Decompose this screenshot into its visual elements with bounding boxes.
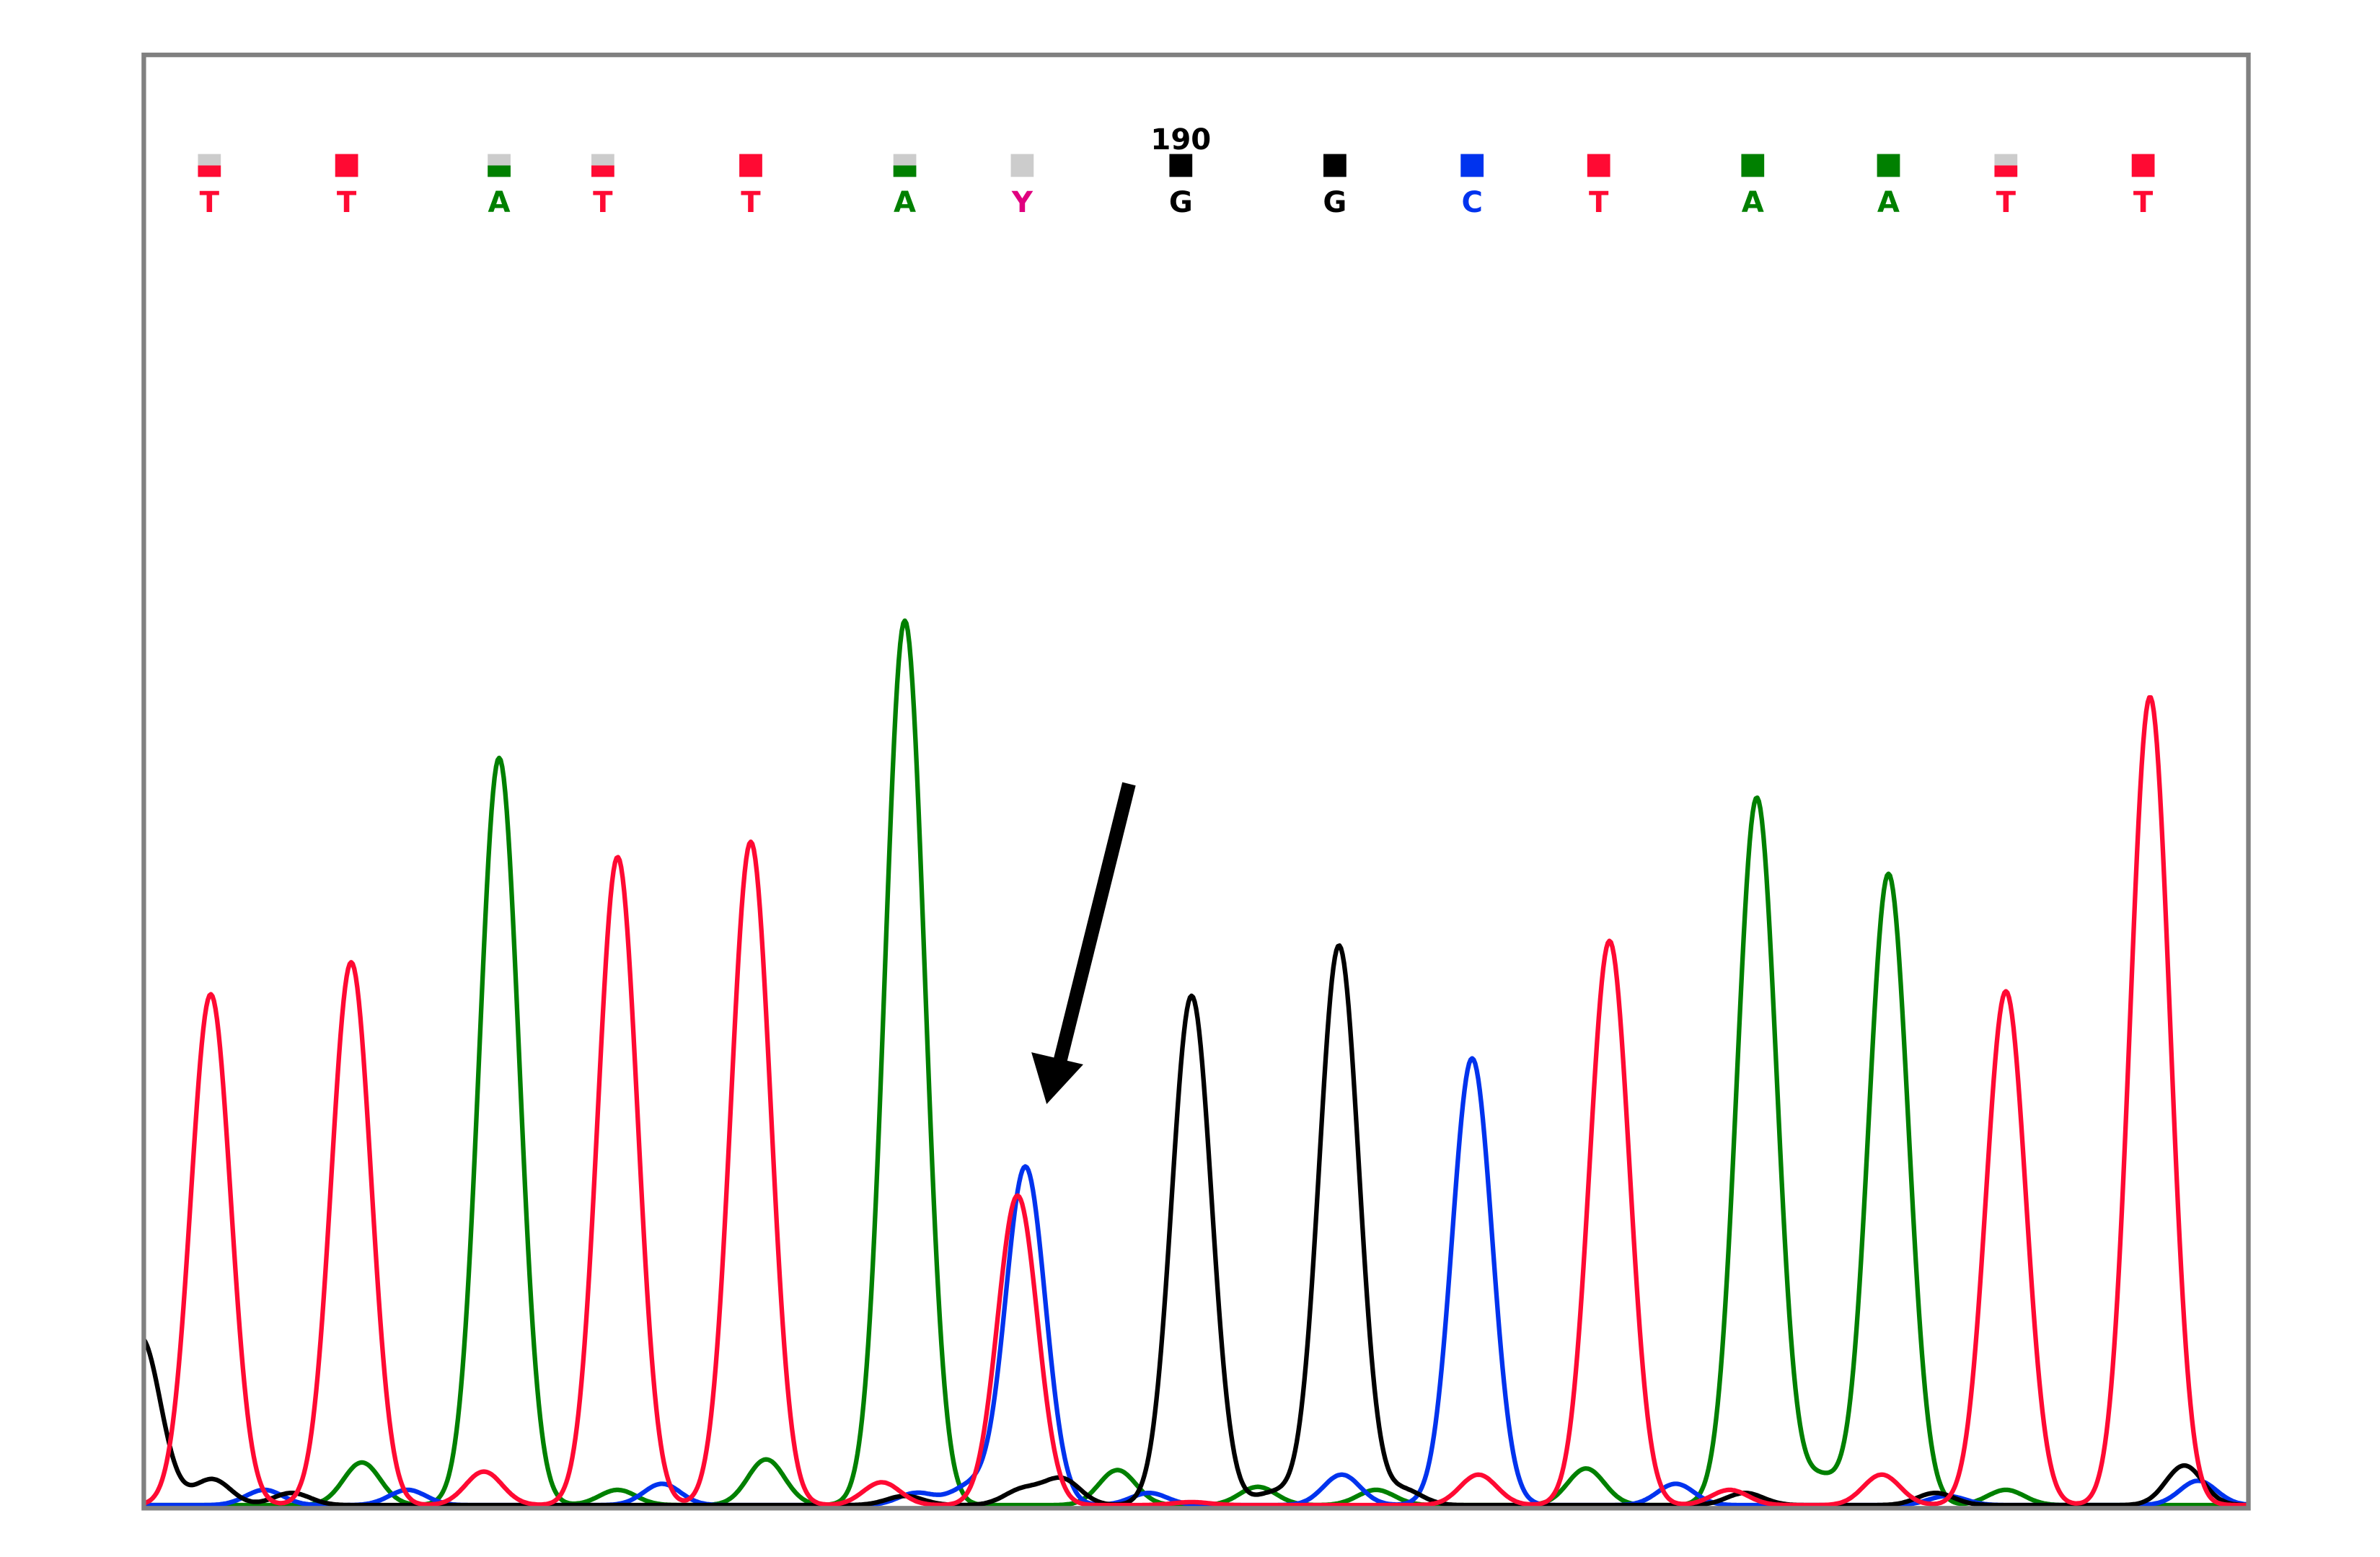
base-call-t: T	[593, 186, 613, 219]
quality-bar-fill	[1587, 154, 1610, 177]
position-label: 190	[1150, 123, 1211, 156]
base-call-t: T	[337, 186, 357, 219]
trace-t	[144, 695, 2249, 1508]
quality-bar-background	[1010, 154, 1034, 177]
quality-bar-fill	[1169, 154, 1193, 177]
quality-bars	[198, 154, 2155, 177]
base-call-t: T	[741, 186, 761, 219]
base-call-t: T	[2133, 186, 2154, 219]
quality-bar-fill	[198, 165, 221, 177]
quality-bar-fill	[591, 165, 614, 177]
base-call-t: T	[200, 186, 220, 219]
quality-bar-fill	[2131, 154, 2155, 177]
base-call-c: C	[1461, 186, 1482, 219]
base-call-g: G	[1169, 186, 1193, 219]
base-call-g: G	[1323, 186, 1347, 219]
quality-bar-fill	[1994, 165, 2018, 177]
arrow-shaft	[1054, 782, 1136, 1062]
quality-bar-fill	[1460, 154, 1484, 177]
quality-bar-fill	[335, 154, 358, 177]
base-call-a: A	[894, 186, 916, 219]
trace-a	[144, 618, 2249, 1508]
quality-bar-fill	[1741, 154, 1765, 177]
plot-frame	[141, 52, 2251, 1511]
base-call-y: Y	[1011, 186, 1033, 219]
traces	[144, 618, 2249, 1508]
base-call-t: T	[1589, 186, 1609, 219]
quality-bar-fill	[488, 165, 511, 177]
quality-bar-fill	[739, 154, 762, 177]
arrow-annotation	[1031, 782, 1136, 1104]
quality-bar-fill	[1877, 154, 1900, 177]
quality-bar-fill	[893, 165, 917, 177]
base-call-t: T	[1996, 186, 2017, 219]
arrow-head	[1031, 1052, 1083, 1104]
trace-g	[144, 943, 2249, 1508]
base-call-a: A	[1877, 186, 1900, 219]
base-call-a: A	[1742, 186, 1764, 219]
base-call-a: A	[488, 186, 511, 219]
quality-bar-fill	[1323, 154, 1347, 177]
